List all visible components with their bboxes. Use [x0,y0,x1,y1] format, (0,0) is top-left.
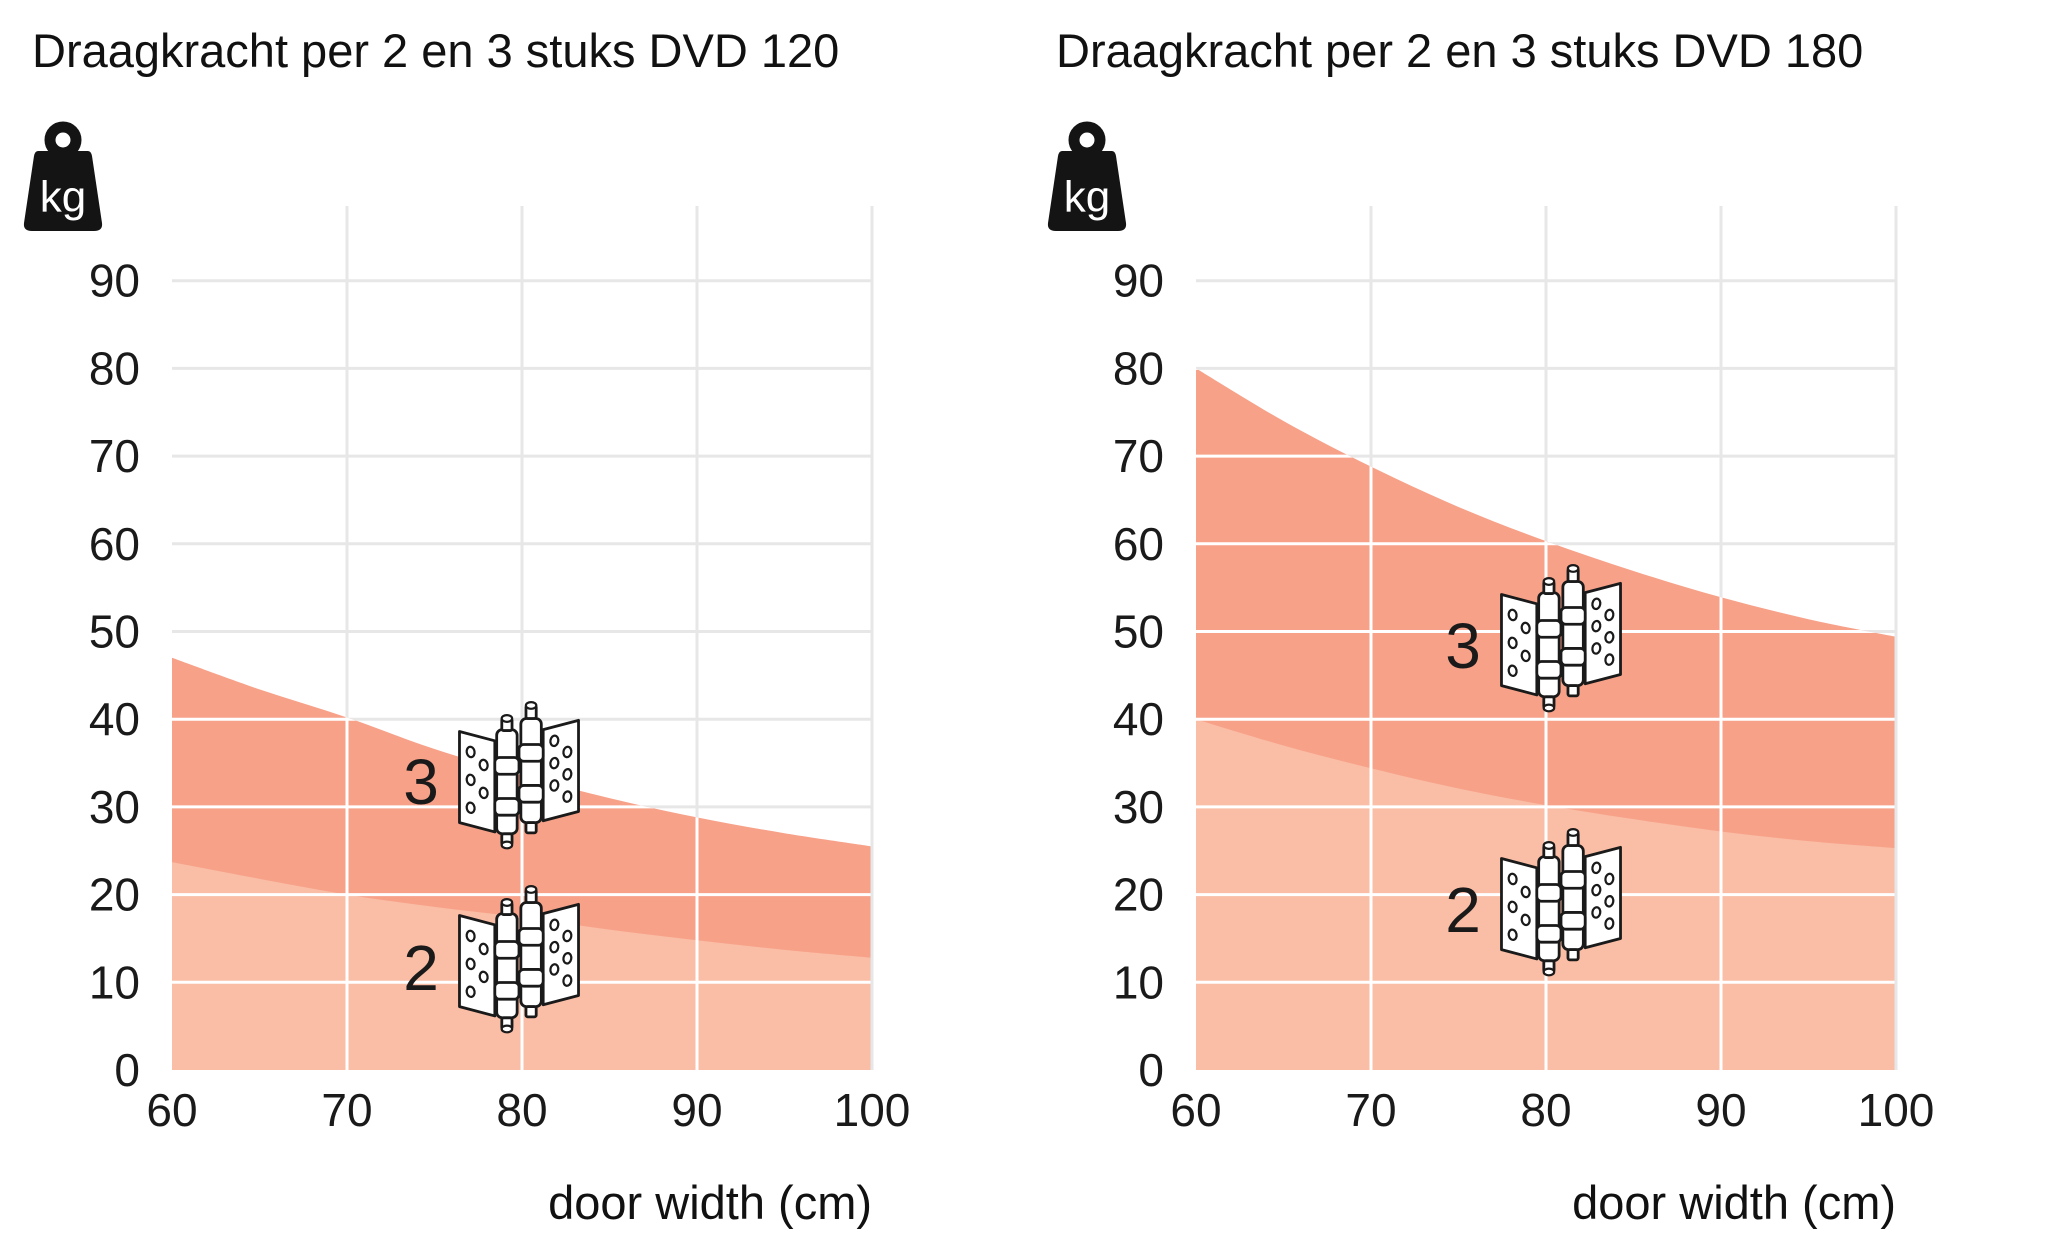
kg-weight-icon: kg [23,121,103,231]
series-label-3: 3 [403,746,439,818]
series-label-2: 2 [1445,874,1481,946]
hinge-pair-icon [1500,827,1622,977]
x-axis-caption-dvd180: door width (cm) [1572,1176,1896,1229]
x-tick-label: 100 [834,1084,911,1136]
hinge-pair-icon [458,700,580,850]
y-tick-label: 40 [89,693,140,745]
x-tick-label: 80 [1520,1084,1571,1136]
x-tick-label: 90 [1695,1084,1746,1136]
weight-ring [44,121,82,159]
chart-dvd180: 0 10 20 30 40 50 60 70 80 90 60 70 80 90 100 3 2 kg [1047,121,1935,1136]
y-tick-label: 20 [1113,869,1164,921]
chart-title-dvd120: Draagkracht per 2 en 3 stuks DVD 120 [32,24,840,77]
chart-dvd120: 0 10 20 30 40 50 60 70 80 90 60 70 80 90 100 3 2 kg [23,121,911,1136]
hinge-pair-icon [458,884,580,1034]
y-tick-label: 60 [1113,518,1164,570]
x-tick-label: 70 [1345,1084,1396,1136]
weight-body [23,151,103,231]
y-tick-label: 80 [89,342,140,394]
y-tick-label: 60 [89,518,140,570]
y-tick-label: 0 [1138,1044,1164,1096]
y-tick-label: 30 [1113,781,1164,833]
y-tick-label: 30 [89,781,140,833]
x-tick-label: 60 [1170,1084,1221,1136]
chart-title-dvd180: Draagkracht per 2 en 3 stuks DVD 180 [1056,24,1864,77]
x-tick-label: 100 [1858,1084,1935,1136]
y-tick-label: 0 [114,1044,140,1096]
weight-ring [1068,121,1106,159]
y-tick-label: 50 [1113,606,1164,658]
weight-unit-label: kg [40,173,86,222]
y-tick-label: 90 [1113,255,1164,307]
series-label-2: 2 [403,932,439,1004]
x-axis-caption-dvd120: door width (cm) [548,1176,872,1229]
y-tick-label: 90 [89,255,140,307]
kg-weight-icon: kg [1047,121,1127,231]
y-tick-label: 20 [89,869,140,921]
x-tick-label: 90 [671,1084,722,1136]
y-tick-label: 50 [89,606,140,658]
y-tick-label: 10 [1113,956,1164,1008]
weight-body [1047,151,1127,231]
y-tick-label: 70 [89,430,140,482]
y-tick-label: 40 [1113,693,1164,745]
x-tick-label: 80 [496,1084,547,1136]
hinge-pair-icon [1500,563,1622,713]
y-tick-label: 10 [89,956,140,1008]
weight-unit-label: kg [1064,173,1110,222]
y-tick-label: 80 [1113,342,1164,394]
y-tick-label: 70 [1113,430,1164,482]
series-label-3: 3 [1445,610,1481,682]
x-tick-label: 60 [146,1084,197,1136]
x-tick-label: 70 [321,1084,372,1136]
